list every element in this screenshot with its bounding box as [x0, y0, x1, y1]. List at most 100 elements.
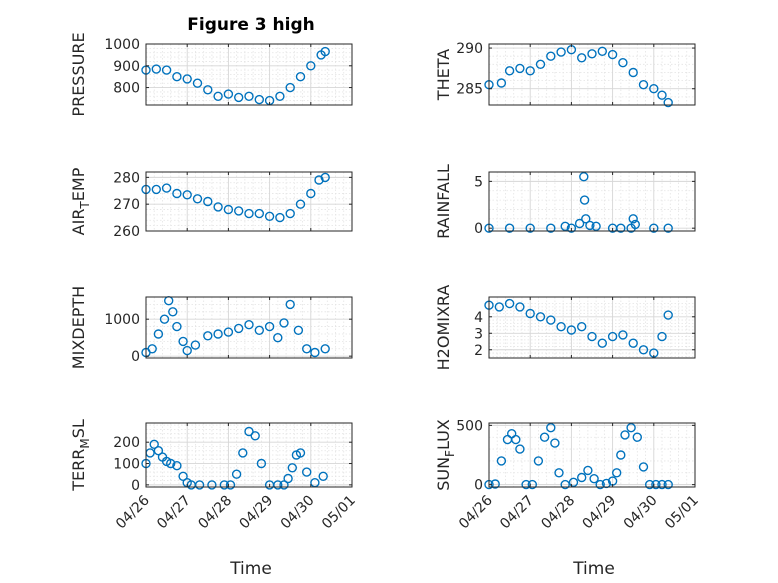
data-point [663, 479, 673, 490]
data-point [250, 431, 260, 441]
data-point [568, 477, 579, 487]
data-point [587, 331, 597, 342]
data-point [546, 223, 556, 233]
data-point [244, 208, 254, 219]
subplot-pressure: 800 900 1000 PRESSURE [69, 32, 353, 117]
data-point [566, 325, 577, 335]
data-point [554, 468, 564, 478]
data-point [320, 172, 330, 183]
data-point [151, 184, 162, 195]
data-point [535, 59, 546, 70]
data-point [223, 89, 234, 99]
axes-box [145, 296, 353, 359]
data-point [203, 85, 213, 95]
data-point [628, 214, 638, 224]
y-axis-label: H2OMIXRA [434, 285, 453, 371]
data-point [577, 322, 587, 332]
data-point [295, 448, 306, 458]
data-point [628, 67, 638, 78]
y-axis-label: PRESSURE [69, 32, 88, 116]
data-point [546, 423, 556, 433]
plot-area [489, 44, 695, 105]
data-point [649, 83, 659, 94]
data-point [192, 78, 203, 88]
data-point [628, 338, 638, 348]
plot-area [489, 423, 695, 487]
data-point [182, 345, 192, 356]
data-point [161, 65, 172, 75]
data-point [560, 479, 570, 490]
data-point [165, 458, 176, 469]
y-tick-label: 0 [474, 221, 483, 237]
y-tick-label: 3 [474, 326, 483, 342]
data-point [285, 208, 295, 219]
data-point [496, 78, 507, 88]
data-point [149, 439, 159, 449]
x-tick-label: 04/30 [278, 493, 318, 533]
y-axis-label: THETA [434, 49, 453, 101]
axes-box [145, 422, 353, 488]
data-point [172, 321, 182, 332]
data-point [511, 434, 521, 445]
data-point [194, 480, 205, 490]
data-point [254, 94, 264, 105]
data-point [233, 92, 244, 103]
data-point [657, 331, 667, 342]
data-point [223, 327, 234, 337]
data-point [515, 302, 525, 312]
subplot-rainfall: 0 5 RAINFALL [434, 164, 696, 239]
data-point [579, 171, 589, 182]
data-point [279, 318, 289, 328]
y-tick-label: 260 [113, 224, 140, 240]
data-point [273, 333, 283, 343]
data-point [213, 329, 223, 339]
data-point [494, 302, 504, 312]
y-tick-label: 290 [456, 41, 483, 57]
y-tick-label: 200 [113, 435, 140, 451]
plot-area [489, 172, 695, 231]
y-tick-label: 100 [113, 457, 140, 473]
data-point [490, 479, 500, 489]
data-point [190, 340, 201, 350]
axes-box [145, 43, 353, 106]
data-point [566, 223, 577, 233]
subplot-sun-flux: 0 500 04/26 04/27 04/28 04/29 04/30 05/01 SUNFLU… [434, 418, 702, 532]
data-point [587, 49, 597, 59]
x-tick-label: 04/28 [195, 493, 235, 533]
data-point [638, 462, 649, 472]
data-point [560, 221, 570, 232]
y-axis-label: SUNFLUX [434, 419, 457, 491]
x-axis-label-right: Time [572, 559, 615, 579]
data-point [151, 64, 162, 74]
data-point [607, 49, 618, 60]
data-point [287, 463, 297, 473]
data-point [295, 199, 306, 209]
data-point [161, 183, 172, 193]
data-point [264, 321, 275, 332]
x-axis-label-left: Time [229, 559, 272, 579]
data-point [159, 314, 170, 324]
x-tick-label: 04/27 [154, 493, 194, 533]
data-point [595, 479, 605, 490]
data-point [577, 53, 587, 63]
data-point [651, 479, 661, 490]
x-tick-label: 04/26 [113, 492, 153, 532]
x-tick-label: 05/01 [319, 493, 359, 533]
data-point [556, 322, 566, 332]
data-point [546, 51, 556, 61]
figure-title: Figure 3 high [187, 15, 315, 35]
data-point [577, 472, 587, 483]
data-point [153, 446, 164, 456]
data-point [182, 190, 192, 200]
y-tick-label: 270 [113, 197, 140, 213]
data-point [275, 212, 285, 223]
data-point [168, 307, 178, 317]
subplot-air-temp: 260 270 280 AIRTEMP [69, 167, 353, 240]
data-point [504, 223, 515, 233]
data-point [579, 195, 590, 205]
data-point [254, 325, 264, 335]
data-point [618, 58, 628, 68]
data-point [231, 469, 242, 479]
data-point [233, 323, 244, 334]
